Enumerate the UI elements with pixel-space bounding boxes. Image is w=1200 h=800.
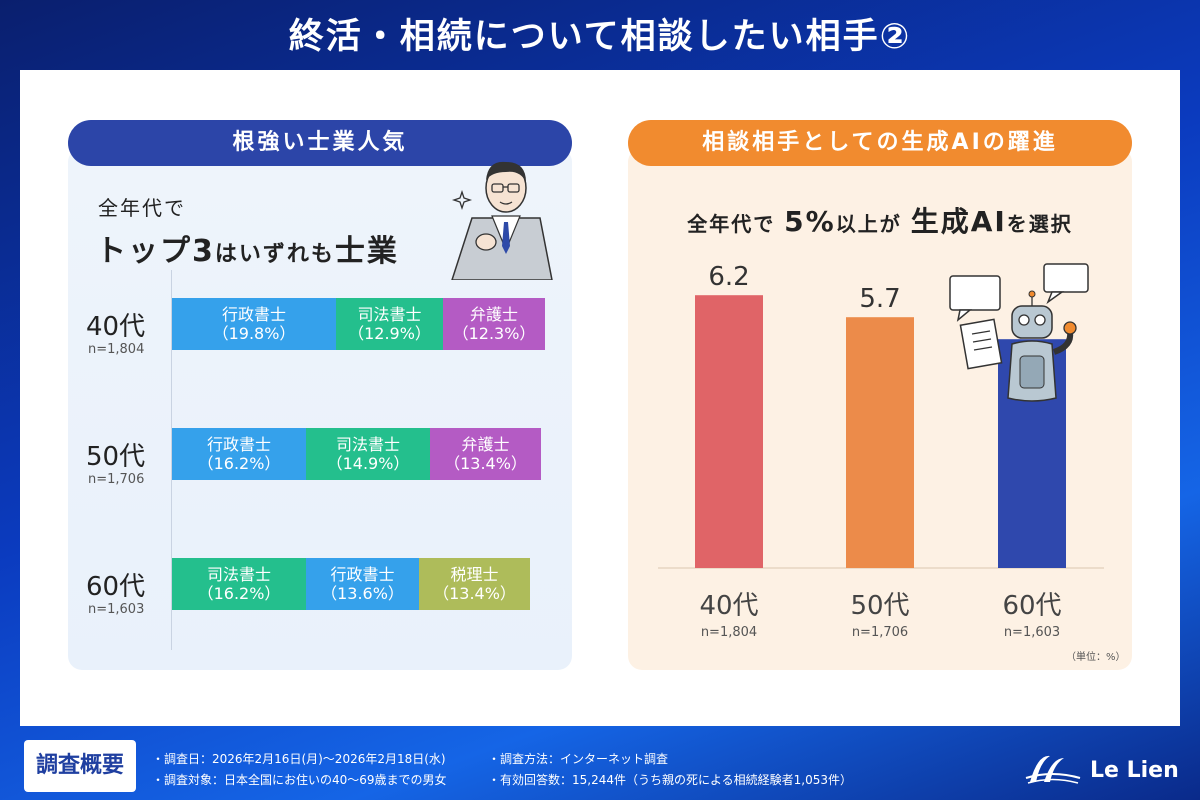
sample-size-label: n=1,603 [1004,625,1060,640]
businessman-illustration [451,161,553,280]
ranking-segment: 司法書士 （16.2%） [172,558,306,610]
sub-text-e: を選択 [1006,212,1073,236]
sample-size-label: n=1,603 [88,602,145,617]
survey-method: ・調査方法：インターネット調査 [488,752,669,766]
ranking-segment: 弁護士 （13.4%） [430,428,541,480]
survey-target: ・調査対象：日本全国にお住いの40～69歳までの男女 [152,773,447,787]
category-label: 60代 [1002,591,1061,621]
unit-label: （単位：%） [1066,652,1126,663]
survey-responses: ・有効回答数：15,244件（うち親の死による相続経験者1,053件） [488,773,852,787]
segment-percent: （13.4%） [444,454,527,473]
category-label: 40代 [699,591,758,621]
bar-value-label: 6.2 [708,262,749,292]
segment-label: 税理士 [450,565,499,584]
robot-illustration [949,263,1089,402]
segment-label: 行政書士 [221,305,286,324]
segment-percent: （19.8%） [212,324,296,343]
segment-label: 弁護士 [461,435,510,454]
segment-percent: （12.3%） [452,324,536,343]
bar-axis-line [171,270,172,650]
segment-label: 司法書士 [357,305,422,324]
ranking-segment: 税理士 （13.4%） [419,558,530,610]
top3-text: トップ3 [96,234,215,269]
right-subheading: 全年代で 5%以上が 生成AIを選択 [628,200,1132,240]
right-heading: 相談相手としての生成AIの躍進 [628,120,1132,166]
le-lien-logo-text: Le Lien [1090,758,1179,783]
ranking-segment: 行政書士 （19.8%） [172,298,336,350]
sample-size-label: n=1,804 [88,342,145,357]
sub-text-c: 以上が [835,212,902,236]
ranking-segment: 司法書士 （14.9%） [306,428,430,480]
age-label: 50代 [86,442,146,472]
bar-50代 [846,317,914,568]
shigyo-text: 士業 [334,234,399,269]
sub-text-a: 全年代で [687,212,776,236]
left-intro-line1: 全年代で [98,196,186,220]
survey-summary-badge: 調査概要 [24,740,136,792]
segment-percent: （16.2%） [197,454,281,473]
age-label: 40代 [86,312,146,342]
bar-40代 [695,295,763,568]
category-label: 50代 [850,591,909,621]
segment-percent: （16.2%） [197,584,281,603]
segment-label: 弁護士 [469,305,518,324]
sample-size-label: n=1,706 [852,625,908,640]
left-heading: 根強い士業人気 [68,120,572,166]
ranking-segment: 弁護士 （12.3%） [443,298,545,350]
sub-text-d: 生成AI [910,205,1007,238]
ranking-segment: 行政書士 （16.2%） [172,428,306,480]
connector-text: はいずれも [214,242,335,267]
sub-text-b: 5% [784,205,836,238]
le-lien-logo-mark [1025,755,1081,784]
segment-percent: （14.9%） [326,454,410,473]
segment-label: 司法書士 [335,435,400,454]
left-intro-line2: トップ3はいずれも士業 [96,226,399,270]
segment-label: 行政書士 [206,435,271,454]
ranking-segment: 行政書士 （13.6%） [306,558,419,610]
survey-date: ・調査日：2026年2月16日(月)～2026年2月18日(水) [152,752,446,766]
segment-percent: （13.4%） [433,584,516,603]
sample-size-label: n=1,706 [88,472,145,487]
segment-label: 司法書士 [206,565,271,584]
bar-value-label: 5.7 [859,284,900,314]
page-title: 終活・相続について相談したい相手② [288,17,912,57]
segment-label: 行政書士 [330,565,395,584]
sample-size-label: n=1,804 [701,625,757,640]
segment-percent: （12.9%） [348,324,431,343]
age-label: 60代 [86,572,146,602]
ranking-segment: 司法書士 （12.9%） [336,298,443,350]
segment-percent: （13.6%） [321,584,404,603]
